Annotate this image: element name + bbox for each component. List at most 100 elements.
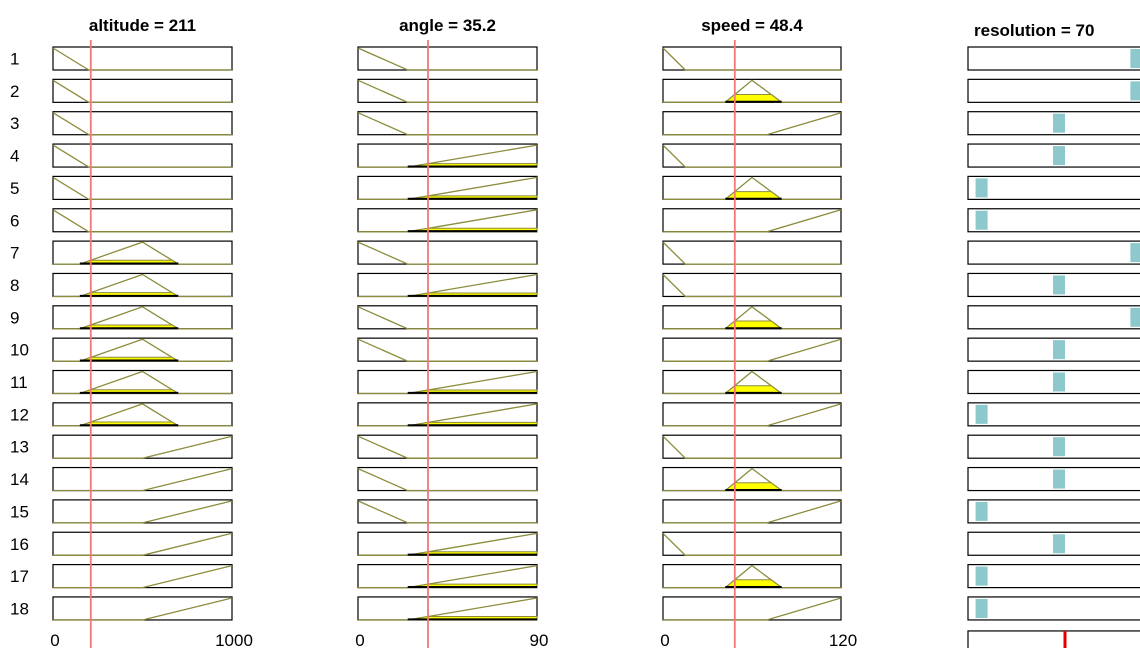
rule-angle-plot[interactable] bbox=[357, 466, 538, 492]
rule-altitude-plot[interactable] bbox=[52, 208, 233, 233]
output-singleton-bar bbox=[1130, 49, 1140, 68]
membership-function-high bbox=[663, 112, 842, 136]
rule-number-label: 16 bbox=[10, 535, 29, 554]
membership-function-high bbox=[663, 500, 842, 524]
membership-function-low bbox=[357, 468, 537, 492]
rule-row: 11 bbox=[10, 369, 1140, 395]
rule-row: 10 bbox=[10, 337, 1140, 362]
membership-function-mid bbox=[663, 370, 841, 395]
rule-number-label: 4 bbox=[10, 147, 19, 166]
membership-function-low bbox=[357, 435, 537, 459]
membership-function-mid bbox=[53, 370, 232, 395]
rule-altitude-plot[interactable] bbox=[52, 434, 233, 459]
rule-speed-plot[interactable] bbox=[662, 208, 842, 233]
rule-row: 7 bbox=[10, 240, 1140, 265]
membership-function-mid bbox=[663, 305, 841, 330]
rule-speed-plot[interactable] bbox=[662, 240, 842, 265]
membership-function-high bbox=[53, 532, 233, 556]
membership-function-high bbox=[663, 403, 842, 427]
aggregate-output-plot[interactable] bbox=[967, 630, 1140, 648]
rule-row: 8 bbox=[10, 272, 1140, 298]
rule-resolution-plot[interactable] bbox=[967, 208, 1140, 233]
rule-resolution-plot[interactable] bbox=[967, 78, 1140, 103]
rule-angle-plot[interactable] bbox=[357, 337, 538, 362]
rule-angle-plot[interactable] bbox=[357, 434, 538, 459]
rule-altitude-plot[interactable] bbox=[52, 531, 233, 556]
rule-altitude-plot[interactable] bbox=[52, 596, 233, 621]
membership-function-mid bbox=[663, 79, 841, 103]
membership-function-low bbox=[662, 241, 841, 265]
rule-speed-plot[interactable] bbox=[662, 46, 842, 71]
rule-speed-plot[interactable] bbox=[662, 402, 842, 427]
output-singleton-bar bbox=[1053, 372, 1065, 392]
membership-function-high bbox=[663, 338, 842, 362]
rule-resolution-plot[interactable] bbox=[967, 563, 1140, 589]
rule-speed-plot[interactable] bbox=[662, 499, 842, 524]
rule-speed-plot[interactable] bbox=[662, 111, 842, 136]
rule-resolution-plot[interactable] bbox=[967, 46, 1140, 71]
rule-number-label: 12 bbox=[10, 405, 29, 424]
rule-speed-plot[interactable] bbox=[662, 531, 842, 556]
membership-function-low bbox=[662, 47, 841, 71]
membership-function-low bbox=[52, 176, 232, 201]
rule-row: 15 bbox=[10, 499, 1140, 524]
membership-function-high bbox=[663, 209, 842, 233]
rule-altitude-plot[interactable] bbox=[52, 46, 233, 71]
output-singleton-bar bbox=[975, 501, 988, 521]
output-singleton-bar bbox=[975, 404, 988, 424]
output-singleton-bar bbox=[975, 178, 988, 198]
rule-resolution-plot[interactable] bbox=[967, 402, 1140, 427]
rule-speed-plot[interactable] bbox=[662, 272, 842, 298]
rule-altitude-plot[interactable] bbox=[52, 78, 233, 103]
rule-row: 3 bbox=[10, 111, 1140, 136]
rule-resolution-plot[interactable] bbox=[967, 240, 1140, 265]
rule-speed-plot[interactable] bbox=[662, 434, 842, 459]
angle-axis-max-label: 90 bbox=[530, 631, 549, 648]
rule-row: 1 bbox=[10, 46, 1140, 71]
membership-function-mid bbox=[663, 176, 841, 201]
rule-speed-plot[interactable] bbox=[662, 143, 842, 168]
rule-altitude-plot[interactable] bbox=[52, 499, 233, 524]
output-singleton-bar bbox=[1130, 81, 1140, 101]
rule-number-label: 11 bbox=[10, 373, 28, 392]
rule-number-label: 15 bbox=[10, 502, 29, 521]
rule-angle-plot[interactable] bbox=[357, 46, 538, 71]
output-singleton-bar bbox=[1053, 469, 1065, 489]
membership-function-high bbox=[53, 500, 233, 524]
output-singleton-bar bbox=[1130, 307, 1140, 327]
output-singleton-bar bbox=[1130, 243, 1140, 263]
membership-function-low bbox=[52, 79, 232, 103]
rule-number-label: 17 bbox=[10, 567, 29, 586]
rule-resolution-plot[interactable] bbox=[967, 175, 1140, 200]
membership-function-mid bbox=[53, 241, 232, 265]
output-singleton-bar bbox=[1053, 275, 1065, 295]
output-singleton-bar bbox=[1053, 146, 1065, 166]
rule-resolution-plot[interactable] bbox=[967, 596, 1140, 621]
rule-resolution-plot[interactable] bbox=[967, 499, 1140, 524]
rule-row: 4 bbox=[10, 143, 1140, 168]
rule-angle-plot[interactable] bbox=[357, 111, 538, 136]
output-singleton-bar bbox=[975, 566, 988, 586]
rule-number-label: 6 bbox=[10, 211, 19, 230]
rule-speed-plot[interactable] bbox=[662, 596, 842, 621]
rule-angle-plot[interactable] bbox=[357, 305, 538, 330]
rule-angle-plot[interactable] bbox=[357, 78, 538, 103]
rule-altitude-plot[interactable] bbox=[52, 143, 233, 168]
rule-altitude-plot[interactable] bbox=[52, 563, 233, 589]
rule-angle-plot[interactable] bbox=[357, 499, 538, 524]
membership-function-mid bbox=[663, 564, 841, 589]
rule-altitude-plot[interactable] bbox=[52, 111, 233, 136]
rule-altitude-plot[interactable] bbox=[52, 466, 233, 492]
membership-function-high bbox=[53, 564, 233, 589]
rule-angle-plot[interactable] bbox=[357, 240, 538, 265]
angle-axis-min-label: 0 bbox=[355, 631, 364, 648]
membership-function-low bbox=[357, 47, 537, 71]
rule-speed-plot[interactable] bbox=[662, 337, 842, 362]
membership-function-low bbox=[357, 338, 537, 362]
rule-row: 5 bbox=[10, 175, 1140, 201]
rule-row: 6 bbox=[10, 208, 1140, 233]
rule-resolution-plot[interactable] bbox=[967, 305, 1140, 330]
rule-row: 13 bbox=[10, 434, 1140, 459]
rule-altitude-plot[interactable] bbox=[52, 175, 233, 200]
rule-number-label: 10 bbox=[10, 341, 29, 360]
